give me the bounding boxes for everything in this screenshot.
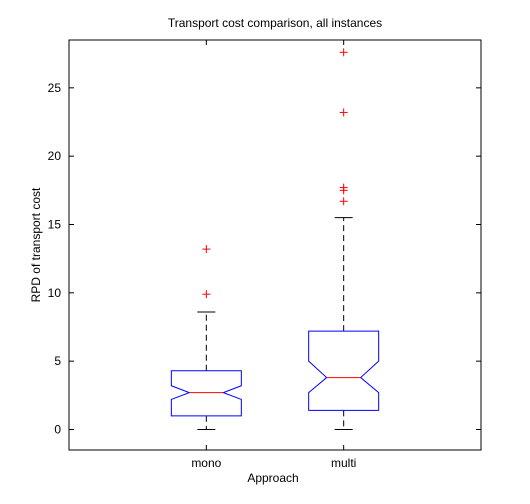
x-axis: mono multi (191, 40, 356, 470)
y-tick-label: 25 (48, 81, 62, 95)
y-tick-label: 15 (48, 218, 62, 232)
y-tick-label: 5 (54, 354, 61, 368)
box-series (170, 48, 380, 430)
chart-title: Transport cost comparison, all instances (168, 16, 382, 30)
outlier-marker (339, 48, 348, 57)
outlier-marker (202, 290, 211, 299)
x-tick-label: multi (331, 456, 356, 470)
plot-area (68, 39, 482, 451)
outlier-marker (339, 183, 348, 192)
notched-box (308, 330, 380, 411)
outlier-marker (339, 108, 348, 117)
x-axis-label: Approach (247, 471, 298, 485)
outlier-marker (202, 245, 211, 254)
y-tick-label: 10 (48, 286, 62, 300)
outlier-marker (339, 197, 348, 206)
y-tick-label: 20 (48, 149, 62, 163)
y-tick-label: 0 (54, 423, 61, 437)
x-tick-label: mono (191, 456, 221, 470)
notched-box (170, 370, 242, 417)
y-axis-label: RPD of transport cost (29, 187, 43, 302)
y-axis: 0 5 10 15 20 25 (48, 81, 481, 437)
